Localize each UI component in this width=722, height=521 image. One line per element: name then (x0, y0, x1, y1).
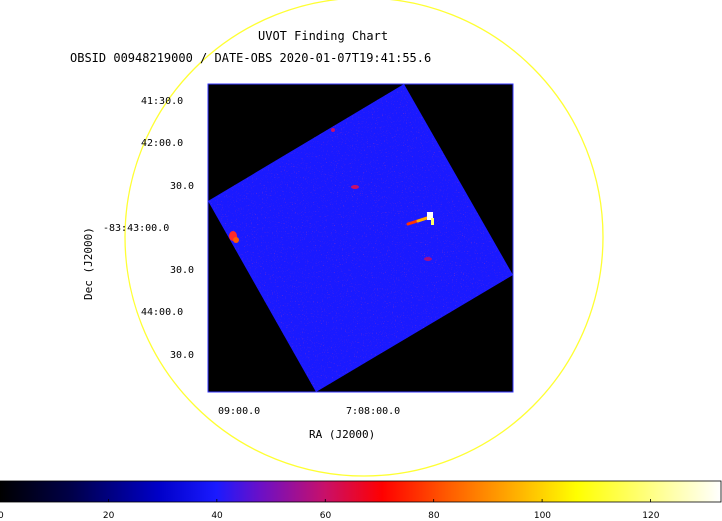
x-tick: 09:00.0 (218, 406, 261, 417)
y-tick: 30.0 (170, 350, 195, 361)
colorbar-tick-label: 120 (642, 511, 660, 521)
y-tick: 42:00.0 (141, 138, 184, 149)
bright-source (427, 212, 433, 220)
left-edge-source (233, 237, 239, 243)
chart-title: UVOT Finding Chart (258, 29, 389, 43)
image-frame (207, 83, 514, 393)
y-tick: 30.0 (170, 265, 195, 276)
x-axis-label: RA (J2000) (309, 428, 376, 441)
faint-source (424, 257, 432, 261)
chart-subtitle: OBSID 00948219000 / DATE-OBS 2020-01-07T… (70, 51, 432, 65)
colorbar-tick-label: 80 (428, 511, 440, 521)
exposure-noise (208, 84, 513, 392)
y-tick: 44:00.0 (141, 307, 184, 318)
y-axis-label-wrap: Dec (J2000) (80, 200, 96, 320)
x-tick: 7:08:00.0 (346, 406, 401, 417)
sources (229, 128, 434, 261)
colorbar (0, 480, 722, 503)
colorbar-tick-label: 20 (102, 511, 115, 521)
bright-source (431, 218, 434, 225)
colorbar-tick-label: 40 (211, 511, 223, 521)
y-axis-label: Dec (J2000) (82, 227, 95, 300)
faint-source (351, 185, 359, 189)
colorbar-tick-label: 60 (319, 511, 332, 521)
faint-source (331, 128, 335, 132)
y-tick: 30.0 (170, 181, 195, 192)
finding-circle (124, 0, 604, 477)
y-tick: 41:30.0 (141, 96, 184, 107)
colorbar-tick-label: 0 (0, 511, 4, 521)
colorbar-tick-label: 100 (533, 511, 552, 521)
y-tick: -83:43:00.0 (103, 223, 170, 234)
colorbar-ticks (0, 499, 651, 502)
